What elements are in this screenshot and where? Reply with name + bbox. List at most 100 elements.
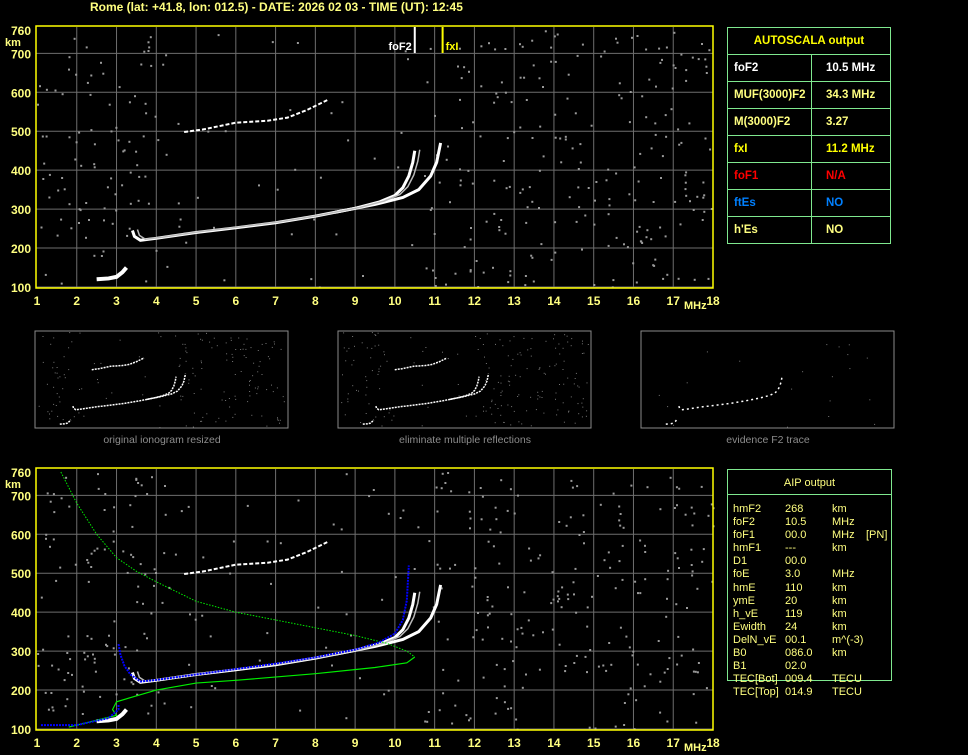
thumbnail-noise [500,414,502,416]
noise-point [630,484,633,487]
noise-point [102,250,105,253]
noise-point [93,143,96,146]
thumbnail-noise [279,419,281,421]
noise-point [137,482,140,484]
noise-point [394,576,397,579]
thumbnail-noise [543,372,545,374]
noise-point [590,124,593,127]
noise-point [224,130,227,133]
noise-point [690,506,693,509]
thumbnail-noise [582,340,583,342]
noise-point [685,171,688,174]
thumbnail-noise [247,401,249,403]
noise-point [132,683,135,686]
noise-point [619,524,622,527]
noise-point [509,274,512,277]
noise-point [513,131,516,134]
noise-point [115,126,118,129]
x-tick-label: 14 [547,736,561,750]
noise-point [539,554,542,557]
noise-point [139,563,142,566]
thumbnail-noise [200,420,202,422]
thumbnail-noise [581,343,583,345]
noise-point [94,670,97,673]
noise-point [317,606,320,609]
noise-point [677,128,680,131]
thumbnail-noise [352,336,354,337]
noise-point [564,665,567,667]
x-tick-label: 18 [706,294,720,308]
noise-point [117,139,120,142]
noise-point [381,598,384,601]
noise-point [147,50,150,52]
noise-point [468,491,471,494]
noise-point [126,234,129,237]
thumbnail-noise [192,372,194,374]
thumbnail-noise [225,400,227,401]
noise-point [588,726,591,729]
thumbnail-noise [59,376,61,378]
thumbnail-noise [254,387,256,389]
x-unit-label: MHz [684,300,707,312]
thumbnail-noise [49,418,51,420]
noise-point [436,510,439,513]
noise-point [438,181,441,184]
noise-point [434,277,437,279]
noise-point [666,668,669,670]
noise-point [93,163,96,166]
noise-point [75,73,78,76]
thumbnail-noise [566,335,568,337]
noise-point [90,74,93,77]
noise-point [641,95,644,98]
thumbnail-noise [489,407,491,409]
x-tick-label: 4 [153,294,160,308]
noise-point [63,188,66,191]
noise-point [519,76,522,79]
x-tick-label: 18 [706,736,720,750]
noise-point [564,670,567,673]
aip-cell: TEC[Top] [733,686,779,699]
noise-point [610,663,613,666]
thumbnail-noise [347,398,349,400]
noise-point [475,629,478,632]
noise-point [674,552,677,555]
thumbnail-noise [138,356,140,358]
noise-point [474,567,477,570]
thumbnail-noise [377,373,379,375]
thumbnail-noise [380,365,382,367]
noise-point [137,585,140,588]
aip-row: h_vE 119 km [733,608,887,621]
noise-point [469,717,472,720]
thumbnail-noise [234,395,236,397]
thumbnail-noise [223,391,225,393]
thumbnail-noise [78,412,80,414]
noise-point [494,506,497,509]
noise-point [122,150,125,153]
thumbnail-noise [63,356,65,358]
aip-cell: 3.0 [785,568,801,581]
noise-point [66,652,69,654]
noise-point [93,254,96,257]
noise-point [531,256,534,259]
noise-point [641,242,644,244]
noise-point [521,632,524,635]
thumbnail-noise [374,334,376,336]
noise-point [297,499,300,502]
y-tick-label: 400 [11,606,31,620]
noise-point [85,202,88,204]
x-tick-label: 10 [388,736,402,750]
thumbnail-noise [55,405,57,406]
noise-point [542,86,544,88]
thumbnail-noise [539,396,541,398]
noise-point [554,221,557,224]
noise-point [504,232,507,235]
noise-point [513,512,516,515]
noise-point [659,711,662,714]
noise-point [487,540,490,543]
noise-point [679,223,682,226]
thumbnail-noise [535,409,537,411]
noise-point [618,82,621,85]
noise-point [703,210,706,213]
x-tick-label: 15 [587,294,601,308]
